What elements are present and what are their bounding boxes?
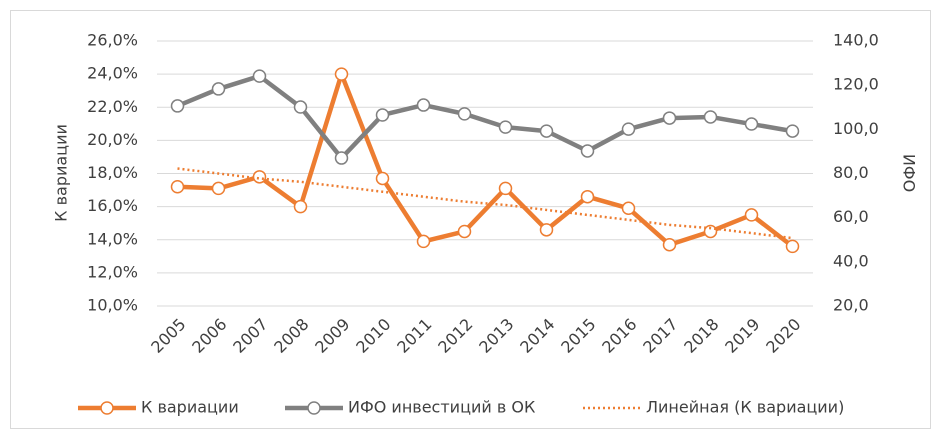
data-point	[170, 99, 185, 113]
data-point	[539, 124, 554, 138]
data-point	[170, 180, 185, 194]
data-point	[211, 181, 226, 196]
y-tick-label: 16,0%	[87, 196, 138, 215]
data-point	[252, 170, 267, 184]
y2-tick-label: 140,0	[833, 31, 879, 50]
y-tick-label: 14,0%	[87, 229, 138, 248]
data-point	[498, 181, 513, 196]
y2-axis-title: ИФО	[900, 154, 919, 192]
data-point	[785, 239, 800, 254]
data-point	[580, 189, 595, 204]
data-point	[580, 144, 595, 158]
y2-tick-label: 40,0	[833, 251, 869, 270]
y-tick-label: 26,0%	[87, 31, 138, 50]
legend-marker	[307, 401, 321, 415]
legend-label: К вариации	[141, 398, 239, 417]
y2-tick-label: 120,0	[833, 75, 879, 94]
y-tick-label: 18,0%	[87, 163, 138, 182]
series-line	[177, 71, 794, 249]
data-point	[744, 117, 759, 131]
data-point	[621, 201, 636, 216]
data-point	[293, 199, 308, 214]
y-tick-label: 12,0%	[87, 262, 138, 281]
data-point	[498, 120, 513, 134]
y-axis-title: К вариации	[52, 124, 71, 222]
y-tick-label: 22,0%	[87, 97, 138, 116]
data-point	[744, 208, 759, 222]
legend-label: ИФО инвестиций в ОК	[348, 398, 536, 417]
data-point	[375, 171, 390, 186]
data-point	[457, 224, 472, 239]
data-point	[662, 111, 677, 125]
data-point	[416, 98, 431, 112]
data-point	[662, 237, 677, 252]
data-point	[539, 223, 554, 237]
data-point	[252, 69, 267, 83]
y2-tick-label: 80,0	[833, 163, 869, 182]
data-point	[293, 100, 308, 114]
y2-tick-label: 100,0	[833, 119, 879, 138]
data-point	[416, 234, 431, 249]
y2-tick-label: 60,0	[833, 207, 869, 226]
data-point	[334, 151, 349, 165]
data-point	[621, 122, 636, 136]
y-tick-label: 10,0%	[87, 296, 138, 315]
data-point	[211, 82, 226, 96]
y-tick-label: 24,0%	[87, 64, 138, 83]
data-point	[457, 107, 472, 121]
data-point	[375, 108, 390, 122]
data-point	[703, 224, 718, 239]
data-point	[785, 124, 800, 138]
data-point	[703, 110, 718, 124]
data-point	[334, 67, 349, 81]
chart-border	[10, 10, 931, 429]
y-tick-label: 20,0%	[87, 130, 138, 149]
legend-label: Линейная (К вариации)	[646, 398, 844, 417]
series-line	[177, 167, 793, 240]
legend-marker	[100, 401, 114, 415]
series-line	[176, 73, 793, 161]
y2-tick-label: 20,0	[833, 296, 869, 315]
